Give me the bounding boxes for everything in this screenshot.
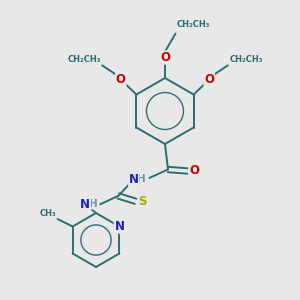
Text: S: S bbox=[138, 195, 146, 208]
Text: O: O bbox=[116, 73, 126, 86]
Text: O: O bbox=[160, 51, 170, 64]
Text: N: N bbox=[80, 198, 90, 211]
Text: CH₂CH₃: CH₂CH₃ bbox=[67, 55, 101, 64]
Text: CH₂CH₃: CH₂CH₃ bbox=[229, 55, 263, 64]
Text: CH₃: CH₃ bbox=[40, 208, 56, 217]
Text: O: O bbox=[189, 164, 199, 178]
Text: H: H bbox=[89, 199, 98, 209]
Text: H: H bbox=[137, 173, 146, 184]
Text: N: N bbox=[114, 220, 124, 233]
Text: O: O bbox=[204, 73, 214, 86]
Text: CH₂CH₃: CH₂CH₃ bbox=[176, 20, 210, 29]
Text: N: N bbox=[129, 173, 139, 186]
